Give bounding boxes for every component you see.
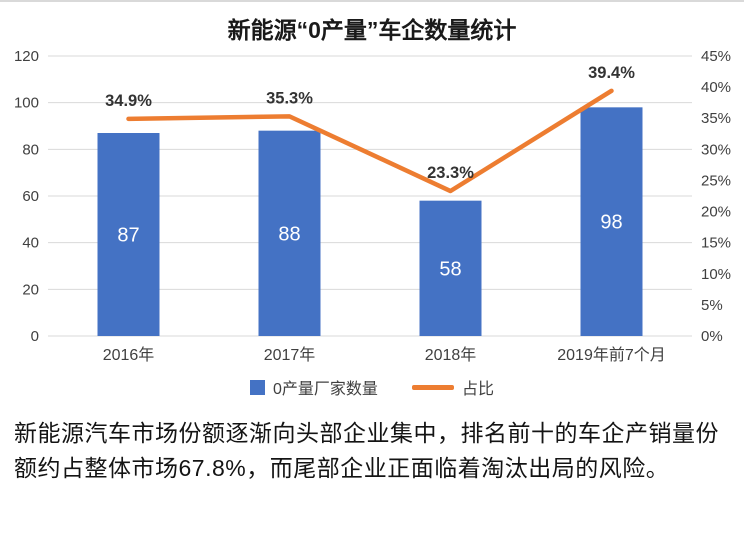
x-axis-category-label: 2019年前7个月 <box>557 346 666 364</box>
line-point-label: 39.4% <box>588 64 635 82</box>
right-axis-tick-label: 30% <box>701 141 731 158</box>
bar-value-label: 98 <box>600 212 622 234</box>
legend-item-bars: 0产量厂家数量 <box>250 375 378 399</box>
left-axis-tick-label: 100 <box>14 95 39 112</box>
bar-2016年 <box>97 133 160 336</box>
left-axis-tick-label: 20 <box>22 281 39 298</box>
top-divider <box>0 0 744 2</box>
bar-2017年 <box>258 130 321 336</box>
bar-2019年前7个月 <box>580 107 643 336</box>
bar-series-swatch-icon <box>250 379 266 395</box>
left-axis-tick-label: 40 <box>22 235 39 252</box>
combo-chart: 0 20 40 60 80 100 120 0% 5% 10% 15% 20% 25% 30% 35% 40%… <box>14 48 731 364</box>
right-axis-tick-label: 15% <box>701 235 731 252</box>
line-point-label: 23.3% <box>427 164 474 182</box>
left-axis-tick-label: 60 <box>22 188 39 205</box>
bar-value-label: 87 <box>117 225 139 247</box>
right-axis-tick-label: 35% <box>701 110 731 127</box>
right-axis-tick-label: 0% <box>701 328 723 345</box>
left-axis-tick-label: 120 <box>14 48 39 65</box>
x-axis-category-label: 2018年 <box>425 346 477 364</box>
line-point-label: 34.9% <box>105 92 152 110</box>
x-axis-category-label: 2017年 <box>264 346 316 364</box>
line-point-label: 35.3% <box>266 89 313 107</box>
right-axis-tick-label: 10% <box>701 266 731 283</box>
legend-label-bars: 0产量厂家数量 <box>273 381 378 398</box>
bar-value-label: 58 <box>439 258 461 280</box>
right-axis-tick-label: 45% <box>701 48 731 65</box>
bar-2018年 <box>419 200 482 336</box>
chart-plot-area: 0 20 40 60 80 100 120 0% 5% 10% 15% 20% 25% 30% 35% 40%… <box>0 48 744 370</box>
right-axis-tick-label: 40% <box>701 79 731 96</box>
legend-label-line: 占比 <box>461 381 494 398</box>
left-axis-tick-label: 0 <box>31 328 39 345</box>
article-caption: 新能源汽车市场份额逐渐向头部企业集中，排名前十的车企产销量份额约占整体市场67.… <box>14 420 719 481</box>
x-axis-category-label: 2016年 <box>103 346 155 364</box>
right-axis-tick-label: 20% <box>701 204 731 221</box>
right-axis-tick-label: 5% <box>701 297 723 314</box>
line-series-swatch-icon <box>411 384 454 390</box>
bar-value-label: 88 <box>278 223 300 245</box>
ratio-line <box>126 88 614 194</box>
chart-legend: 0产量厂家数量 占比 <box>0 370 744 404</box>
legend-item-line: 占比 <box>411 375 494 399</box>
chart-title: 新能源“0产量”车企数量统计 <box>227 17 517 43</box>
right-axis-tick-label: 25% <box>701 172 731 189</box>
left-axis-tick-label: 80 <box>22 141 39 158</box>
